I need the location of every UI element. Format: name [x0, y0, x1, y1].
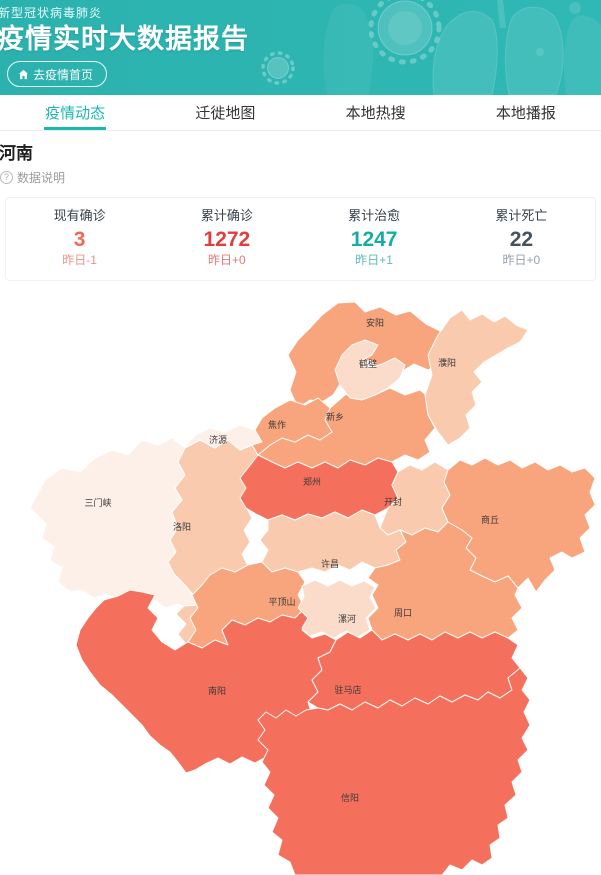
- stat-total-cured-value: 1247: [350, 228, 398, 251]
- map-region-xinyang[interactable]: [257, 667, 531, 875]
- tab-migration-map[interactable]: 迁徙地图: [195, 105, 256, 122]
- stat-existing-confirmed-value: 3: [73, 228, 86, 251]
- map-label-hebi: 鹤壁: [359, 358, 377, 369]
- region-title: 河南: [0, 144, 33, 163]
- map-label-pingdingshan: 平顶山: [268, 597, 295, 607]
- stat-total-deaths-delta: 昨日+0: [502, 253, 541, 267]
- map-label-jiyuan: 济源: [209, 434, 227, 445]
- map-label-zhumadian: 驻马店: [334, 684, 361, 695]
- map-region-puyang[interactable]: [424, 309, 529, 446]
- map-label-sanmenxia: 三门峡: [84, 497, 111, 508]
- map-region-luohe[interactable]: [297, 579, 377, 639]
- header-artwork: [261, 0, 601, 95]
- stat-total-confirmed-value: 1272: [203, 228, 251, 251]
- go-epidemic-home-label: 去疫情首页: [33, 67, 94, 82]
- map-label-zhengzhou: 郑州: [303, 476, 321, 487]
- stat-total-confirmed: 累计确诊 1272 昨日+0: [153, 208, 300, 268]
- header-supertitle: 新型冠状病毒肺炎: [0, 6, 103, 20]
- tab-epidemic-dynamics[interactable]: 疫情动态: [0, 95, 150, 130]
- map-regions: [29, 301, 596, 875]
- stat-existing-confirmed: 现有确诊 3 昨日-1: [6, 208, 153, 268]
- go-epidemic-home-button[interactable]: 去疫情首页: [7, 61, 108, 87]
- stat-existing-confirmed-label: 现有确诊: [53, 208, 106, 223]
- header-banner: 新型冠状病毒肺炎 疫情实时大数据报告 去疫情首页: [0, 0, 601, 95]
- question-circle-icon: ?: [0, 171, 13, 184]
- map-label-puyang: 濮阳: [438, 357, 456, 368]
- decor-bubble: [536, 48, 544, 56]
- virus-icon-large: [368, 0, 442, 65]
- tab-local-hot-search[interactable]: 本地热搜: [345, 105, 406, 122]
- map-region-zhengzhou[interactable]: [239, 454, 399, 521]
- map-label-luohe: 漯河: [338, 613, 356, 624]
- stat-total-cured-label: 累计治愈: [348, 208, 401, 223]
- map-label-jiaozuo: 焦作: [268, 419, 286, 430]
- stat-total-cured: 累计治愈 1247 昨日+1: [301, 208, 448, 268]
- map-label-xinyang: 信阳: [341, 792, 359, 803]
- stat-total-confirmed-label: 累计确诊: [200, 208, 253, 223]
- stat-total-deaths-value: 22: [509, 228, 534, 251]
- map-label-xinxiang: 新乡: [326, 411, 344, 422]
- decor-bubble: [569, 2, 581, 14]
- stat-total-cured-delta: 昨日+1: [355, 253, 393, 267]
- page-title: 疫情实时大数据报告: [0, 24, 249, 54]
- data-note-link[interactable]: ? 数据说明: [0, 169, 65, 186]
- stat-existing-confirmed-delta: 昨日-1: [62, 253, 97, 267]
- map-label-xuchang: 许昌: [321, 558, 339, 569]
- henan-map: 三门峡洛阳 济源 焦作 新乡 安阳濮阳 鹤壁郑州开封商丘许昌平顶山漯河 周口南阳 驻马店信阳: [0, 300, 601, 875]
- stats-panel: 现有确诊 3 昨日-1 累计确诊 1272 昨日+0 累计治愈 1247 昨日+1 累计死亡 22 昨…: [5, 197, 596, 281]
- stat-total-deaths-label: 累计死亡: [495, 208, 548, 223]
- tab-local-broadcast[interactable]: 本地播报: [495, 105, 556, 122]
- home-icon: [18, 69, 29, 79]
- virus-icon-small: [261, 51, 295, 85]
- data-note-label: 数据说明: [17, 171, 66, 185]
- map-region-jiaozuo[interactable]: [251, 397, 333, 456]
- map-label-nanyang: 南阳: [208, 685, 226, 696]
- lungs-illustration: [323, 0, 601, 95]
- stat-total-confirmed-delta: 昨日+0: [208, 253, 246, 267]
- map-label-luoyang: 洛阳: [173, 521, 191, 532]
- map-label-anyang: 安阳: [366, 317, 384, 328]
- stat-total-deaths: 累计死亡 22 昨日+0: [448, 208, 595, 268]
- map-region-hebi[interactable]: [334, 339, 406, 401]
- tab-bar: 疫情动态 迁徙地图 本地热搜 本地播报: [0, 95, 601, 131]
- map-label-kaifeng: 开封: [384, 496, 402, 507]
- map-label-zhoukou: 周口: [394, 608, 412, 618]
- map-label-shangqiu: 商丘: [481, 514, 499, 525]
